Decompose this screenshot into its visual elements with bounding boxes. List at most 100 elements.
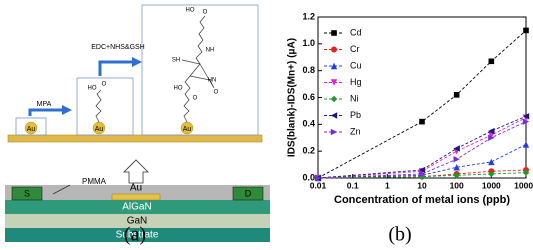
- y-axis-label: IDS(blank)-IDS(Mn+) (μA): [287, 38, 298, 157]
- x-tick-label: 1000: [482, 180, 501, 190]
- marker: [522, 141, 530, 148]
- series-line: [317, 169, 527, 179]
- gate-label: Au: [130, 183, 142, 194]
- arrow: [98, 60, 132, 76]
- marker: [522, 113, 530, 120]
- molecule-label: HO: [88, 86, 97, 92]
- legend-marker: [331, 46, 337, 53]
- panel-label: (b): [388, 224, 411, 246]
- legend-marker: [330, 128, 338, 136]
- x-tick-label: 10: [417, 180, 427, 190]
- panel-label: (a): [124, 224, 146, 246]
- gold-surface: [7, 134, 263, 143]
- molecule-label: O: [214, 90, 219, 96]
- x-tick-label: 10000: [514, 180, 533, 190]
- legend-label: Pb: [350, 110, 361, 120]
- molecule-label: O: [102, 82, 107, 88]
- au-label: Au: [95, 126, 104, 133]
- marker: [488, 170, 495, 178]
- algan-layer: [5, 200, 270, 214]
- step-label: EDC+NHS&GSH: [91, 44, 144, 51]
- gate: [111, 193, 161, 201]
- x-tick-label: 1: [385, 180, 390, 190]
- step-label: MPA: [37, 101, 52, 108]
- marker: [453, 92, 460, 98]
- x-tick-label: 100: [450, 180, 464, 190]
- marker: [488, 158, 495, 166]
- marker: [418, 166, 426, 174]
- x-tick-label: 0.1: [347, 180, 359, 190]
- arrow-head: [132, 57, 142, 67]
- x-axis-label: Concentration of metal ions (ppb): [334, 194, 510, 206]
- molecule-label: HN: [208, 78, 217, 84]
- drain-label: D: [245, 188, 252, 198]
- marker: [488, 127, 495, 135]
- marker: [488, 58, 495, 65]
- drain-contact: [232, 186, 264, 201]
- marker: [488, 131, 495, 139]
- legend-label: Cd: [350, 27, 362, 37]
- legend-label: Cu: [350, 60, 362, 70]
- marker: [419, 118, 425, 125]
- legend-label: Hg: [350, 77, 362, 87]
- y-tick-label: 0.4: [302, 119, 315, 129]
- au-label: Au: [183, 126, 192, 133]
- marker: [418, 170, 426, 178]
- substrate-layer: [5, 228, 270, 242]
- y-tick-label: 0.8: [302, 65, 315, 75]
- source-contact: [11, 186, 43, 201]
- legend-marker: [330, 95, 338, 103]
- step-box: [141, 4, 259, 136]
- legend-marker: [331, 30, 337, 36]
- legend-label: Ni: [350, 93, 359, 103]
- up-arrow: [123, 159, 149, 184]
- pointer: [52, 184, 71, 195]
- series-line: [317, 144, 527, 179]
- arrow: [28, 108, 62, 116]
- marker: [522, 118, 530, 125]
- y-tick-label: 1.2: [302, 11, 315, 21]
- molecule-label: O: [203, 10, 208, 16]
- arrow-head: [62, 105, 72, 115]
- plot: 0.0 0.2 0.4 0.6 0.8 1.0 1.2 0.01 0.1 1 10 100 1000 10…: [287, 11, 533, 206]
- marker: [453, 172, 460, 179]
- marker: [453, 164, 460, 171]
- source-label: S: [24, 188, 30, 198]
- au-label: Au: [27, 126, 36, 133]
- legend-marker: [330, 62, 338, 70]
- molecule-label: NH: [206, 48, 215, 54]
- marker: [314, 174, 322, 182]
- legend-label: Zn: [350, 126, 361, 136]
- pmma-label: PMMA: [82, 177, 107, 186]
- step-box: [76, 77, 134, 136]
- legend-marker: [330, 79, 338, 86]
- x-tick-label: 0.01: [310, 180, 327, 190]
- molecule-label: O: [193, 96, 198, 102]
- gsh-branch: [181, 59, 215, 89]
- molecule-label: SH: [172, 58, 180, 64]
- marker: [522, 169, 530, 176]
- molecule-label: HO: [186, 8, 195, 14]
- substrate-label: Substrate: [116, 230, 159, 241]
- pmma-layer: [5, 185, 270, 200]
- y-tick-label: 1.0: [302, 38, 315, 48]
- step-box: [15, 117, 47, 136]
- marker: [523, 27, 529, 34]
- molecule-label: HO: [174, 86, 183, 92]
- y-tick-label: 0.0: [302, 172, 315, 182]
- marker: [453, 145, 460, 152]
- legend-label: Cr: [350, 44, 360, 54]
- buffer-label: GaN: [127, 216, 148, 227]
- marker: [488, 134, 495, 141]
- legend-marker: [330, 112, 338, 119]
- y-tick-label: 0.6: [302, 92, 315, 102]
- marker: [453, 156, 460, 163]
- diagram: MPA EDC+NHS&GSH Au Au Au HO O O HO SH NH O HN O HO PMMA…: [5, 4, 270, 242]
- barrier-label: AlGaN: [122, 202, 151, 213]
- series-line: [317, 117, 527, 179]
- au-particle: [24, 121, 38, 135]
- gan-layer: [5, 214, 270, 228]
- mpa-chain: [95, 89, 102, 123]
- gsh-chain: [183, 15, 206, 123]
